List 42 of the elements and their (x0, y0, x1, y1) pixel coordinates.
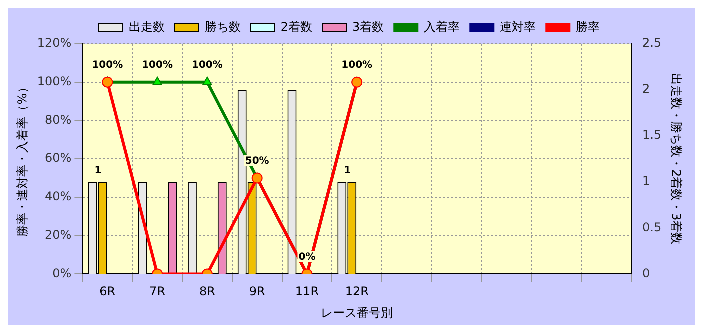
data-label: 100% (342, 60, 373, 71)
data-label: 0% (298, 252, 316, 263)
y-tick-label: 0% (52, 266, 72, 280)
x-tick-label: 11R (295, 284, 320, 299)
data-label: 100% (192, 60, 223, 71)
legend-label: 連対率 (500, 20, 536, 34)
x-tick-label: 8R (199, 284, 216, 299)
legend-label: 出走数 (128, 20, 165, 34)
y2-axis-title: 出走数・勝ち数・2着数・3着数 (670, 73, 684, 245)
y2-tick-label: 2.5 (642, 36, 662, 50)
y-tick-label: 80% (45, 112, 72, 127)
y2-tick-label: 2 (642, 82, 650, 96)
y2-tick-label: 0 (642, 266, 650, 280)
legend-label: 3着数 (352, 20, 384, 34)
y-axis-title: 勝率・連対率・入着率（%） (15, 81, 30, 237)
legend-label: 勝ち数 (204, 20, 241, 34)
y-tick-label: 40% (45, 190, 72, 204)
data-label: 100% (142, 60, 173, 71)
x-axis-title: レース番号別 (321, 306, 394, 320)
y2-tick-label: 1 (642, 174, 650, 188)
x-tick-label: 6R (100, 284, 116, 299)
point (252, 172, 263, 184)
y-tick-label: 120% (37, 36, 72, 50)
data-label: 1 (94, 166, 102, 177)
data-label: 1 (344, 166, 352, 177)
point (352, 76, 363, 88)
point (202, 76, 212, 86)
y2-tick-label: 0.5 (642, 220, 662, 234)
x-tick-label: 7R (150, 284, 166, 299)
legend-label: 2着数 (280, 20, 313, 34)
point (102, 76, 114, 88)
x-tick-label: 12R (345, 284, 369, 299)
legend-label: 勝率 (576, 20, 600, 34)
y2-tick-label: 1.5 (642, 128, 662, 142)
y-tick-label: 20% (45, 228, 72, 242)
x-tick-label: 9R (249, 284, 266, 299)
data-label: 100% (92, 60, 124, 71)
y-tick-label: 100% (37, 74, 72, 88)
data-label: 50% (245, 156, 270, 167)
y-tick-label: 60% (45, 151, 72, 166)
point (152, 76, 162, 86)
legend-label: 入着率 (424, 20, 460, 34)
